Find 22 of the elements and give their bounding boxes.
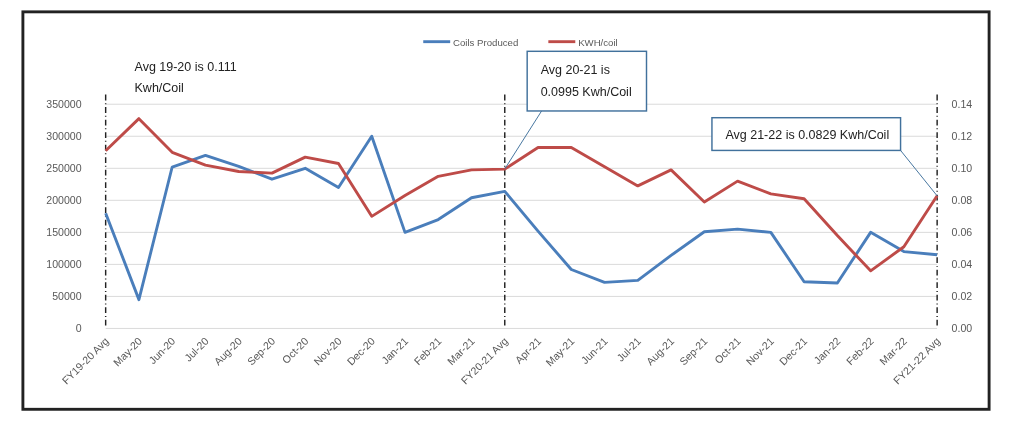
y2-tick-label: 0.14 (951, 98, 973, 111)
legend-label: KWH/coil (578, 36, 618, 48)
y-tick-label: 300000 (46, 130, 82, 143)
y2-tick-label: 0.00 (951, 322, 973, 335)
y2-tick-label: 0.06 (951, 226, 973, 239)
legend-label: Coils Produced (453, 36, 519, 48)
y2-tick-label: 0.04 (951, 258, 973, 271)
y2-tick-label: 0.08 (951, 194, 973, 207)
text: Avg 19-20 is 0.111 Kwh/Coil (134, 59, 237, 95)
annotation: Avg 20-21 is 0.0995 Kwh/Coil (540, 63, 632, 99)
y-tick-label: 150000 (46, 226, 82, 239)
y-tick-label: 50000 (52, 290, 82, 303)
annotation: Avg 21-22 is 0.0829 Kwh/Coil (725, 127, 890, 142)
y-tick-label: 100000 (46, 258, 82, 271)
y-tick-label: 200000 (46, 194, 82, 207)
y-tick-label: 350000 (46, 98, 82, 111)
y2-tick-label: 0.10 (951, 162, 973, 175)
y-tick-label: 250000 (46, 162, 82, 175)
y-tick-label: 0 (75, 322, 82, 335)
y2-tick-label: 0.02 (951, 290, 973, 303)
line-series (104, 117, 939, 273)
y2-tick-label: 0.12 (951, 130, 973, 143)
